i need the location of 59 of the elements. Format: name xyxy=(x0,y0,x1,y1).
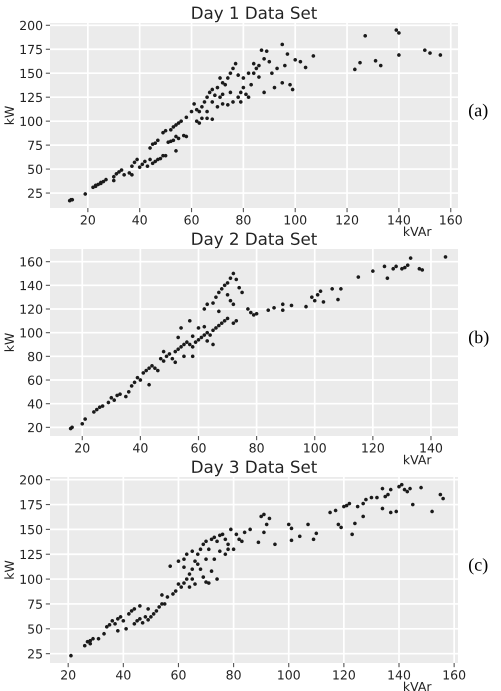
x-tick-label: 100 xyxy=(284,215,306,225)
y-tick-label: 75 xyxy=(28,140,42,150)
y-tick-label: 150 xyxy=(20,68,42,78)
y-tick-label: 40 xyxy=(28,399,42,409)
y-tick-label: 100 xyxy=(20,328,42,338)
x-axis-title: kVAr xyxy=(404,682,432,691)
x-tick-label: 40 xyxy=(133,443,148,453)
x-tick-label: 160 xyxy=(440,215,462,225)
y-tick-label: 120 xyxy=(20,304,42,314)
x-tick-label: 20 xyxy=(80,215,95,225)
text: (b) xyxy=(468,330,488,347)
x-tick-label: 60 xyxy=(171,670,186,680)
x-tick-label: 120 xyxy=(336,215,358,225)
y-tick-label: 25 xyxy=(28,188,42,198)
y-tick-label: 50 xyxy=(28,164,42,174)
x-tick-label: 140 xyxy=(420,443,442,453)
y-axis-title: kW xyxy=(4,333,14,352)
x-tick-label: 40 xyxy=(132,215,147,225)
x-tick-label: 100 xyxy=(304,443,326,453)
x-tick-label: 100 xyxy=(278,670,300,680)
chart-title: Day 1 Data Set xyxy=(192,6,317,22)
x-tick-label: 160 xyxy=(444,670,466,680)
x-tick-label: 140 xyxy=(388,215,410,225)
x-tick-label: 80 xyxy=(236,215,250,225)
y-tick-label: 125 xyxy=(20,550,42,560)
x-tick-label: 120 xyxy=(362,443,384,453)
y-tick-label: 50 xyxy=(28,624,42,634)
x-tick-label: 80 xyxy=(226,670,241,680)
y-tick-label: 160 xyxy=(20,257,42,267)
x-tick-label: 60 xyxy=(184,215,199,225)
y-tick-label: 25 xyxy=(28,649,42,659)
text: (c) xyxy=(468,558,488,574)
y-tick-label: 100 xyxy=(20,116,42,126)
y-tick-label: 200 xyxy=(20,20,42,30)
y-tick-label: 60 xyxy=(28,375,42,385)
y-tick-label: 125 xyxy=(20,92,42,102)
x-tick-label: 40 xyxy=(116,670,130,680)
y-tick-label: 80 xyxy=(28,352,42,362)
x-tick-label: 20 xyxy=(75,443,90,453)
text: (a) xyxy=(468,104,488,120)
y-tick-label: 200 xyxy=(20,475,42,485)
chart-title: Day 2 Data Set xyxy=(192,232,317,248)
x-tick-label: 120 xyxy=(333,670,355,680)
x-tick-label: 60 xyxy=(191,443,206,453)
y-axis-title: kW xyxy=(4,106,14,124)
x-tick-label: 80 xyxy=(250,443,264,453)
x-axis-title: kVAr xyxy=(404,226,432,236)
x-axis-title: kVAr xyxy=(404,454,432,464)
y-tick-label: 175 xyxy=(20,500,42,510)
y-tick-label: 140 xyxy=(20,280,42,290)
y-tick-label: 175 xyxy=(20,44,42,54)
x-tick-label: 20 xyxy=(61,670,76,680)
y-axis-title: kW xyxy=(4,560,14,579)
y-tick-label: 75 xyxy=(28,600,42,609)
y-tick-label: 20 xyxy=(28,422,42,432)
y-tick-label: 100 xyxy=(20,574,42,584)
y-tick-label: 150 xyxy=(20,524,42,534)
x-tick-label: 140 xyxy=(388,670,410,680)
chart-title: Day 3 Data Set xyxy=(192,460,317,476)
